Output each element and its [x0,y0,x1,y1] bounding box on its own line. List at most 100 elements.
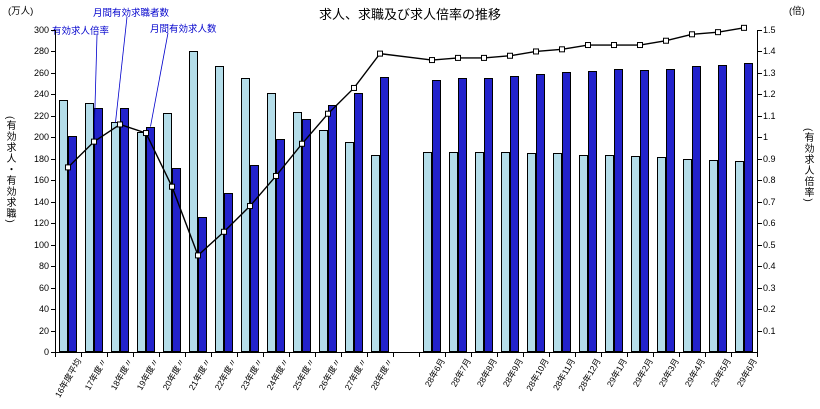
bar-seekers [683,158,692,352]
right-axis-tick-label: 0.3 [763,282,776,293]
x-axis-category-label: 29年3月 [656,356,681,389]
legend-label-ratio: 有効求人倍率 [52,26,110,37]
right-axis-tick-label: 0.6 [763,218,776,229]
x-axis-tick [237,353,238,357]
x-axis-category-label: 20年度〃 [160,356,187,392]
x-axis-category-label: 18年度〃 [108,356,135,392]
bar-offers [146,126,155,352]
x-axis-tick [159,353,160,357]
bar-offers [94,108,103,352]
x-axis-tick [575,353,576,357]
ratio-marker [429,57,435,64]
left-axis-tick [51,223,55,225]
left-axis-tick-label: 140 [33,196,49,207]
ratio-marker [455,54,461,61]
bar-offers [432,80,441,352]
bar-offers [302,119,311,352]
x-axis-category-label: 28年6月 [422,356,447,389]
ratio-marker [481,54,487,61]
left-axis-tick [51,115,55,117]
right-axis-tick [758,330,762,332]
x-axis-category-label: 28年度〃 [368,356,395,392]
x-axis-category-label: 28年8月 [474,356,499,389]
x-axis-tick [627,353,628,357]
bar-seekers [111,122,120,352]
right-axis-tick-label: 0.7 [763,196,776,207]
x-axis-tick [107,353,108,357]
ratio-marker [637,42,643,49]
bar-seekers [579,154,588,352]
legend-label-offers: 月間有効求人数 [150,24,217,35]
left-axis-tick [51,266,55,268]
bar-seekers [475,152,484,352]
left-axis-tick [51,309,55,311]
ratio-marker [533,48,539,55]
x-axis-category-label: 22年度〃 [212,356,239,392]
bar-offers [536,74,545,352]
x-axis-tick [211,353,212,357]
right-axis-tick [758,137,762,139]
bar-offers [120,108,129,352]
leader-line-seekers [115,16,128,123]
ratio-marker [351,84,357,91]
left-axis-tick-label: 80 [38,261,49,272]
x-axis [55,352,758,353]
x-axis-tick [133,353,134,357]
right-axis-tick [758,158,762,160]
y-axis-right [757,30,758,352]
bar-seekers [137,131,146,352]
bar-offers [692,66,701,352]
bar-offers [172,168,181,352]
x-axis-tick [523,353,524,357]
right-axis-tick [758,30,762,31]
right-axis-tick [758,244,762,246]
x-axis-category-label: 28年10月 [524,356,551,393]
left-axis-tick-label: 0 [43,347,49,357]
bar-seekers [709,159,718,352]
x-axis-tick [393,353,394,357]
bar-seekers [59,99,68,352]
bar-offers [666,68,675,352]
right-axis-tick-label: 0.4 [763,261,776,272]
left-axis-tick [51,180,55,182]
x-axis-tick [731,353,732,357]
ratio-marker [611,42,617,49]
ratio-marker [663,37,669,44]
bar-offers [68,136,77,352]
left-axis-tick-label: 220 [33,110,49,121]
x-axis-tick [757,353,758,357]
right-axis-tick-label: 1.1 [763,110,776,121]
bar-seekers [371,154,380,352]
x-axis-category-label: 27年度〃 [342,356,369,392]
x-axis-tick [705,353,706,357]
left-axis-tick [51,94,55,96]
right-axis-tick-label: 0.9 [763,153,776,164]
bar-seekers [85,102,94,352]
bar-seekers [735,160,744,352]
right-axis-tick [758,287,762,289]
x-axis-tick [445,353,446,357]
chart-title: 求人、求職及び求人倍率の推移 [318,7,501,22]
x-axis-category-label: 19年度〃 [134,356,161,392]
bar-seekers [189,51,198,352]
bar-seekers [267,93,276,352]
x-axis-tick [81,353,82,357]
x-axis-category-label: 29年4月 [682,356,707,389]
ratio-marker [377,50,383,57]
ratio-marker [559,46,565,53]
x-axis-category-label: 17年度〃 [82,356,109,392]
bar-seekers [527,153,536,352]
bar-offers [276,139,285,352]
bar-seekers [657,156,666,352]
x-axis-category-label: 29年2月 [630,356,655,389]
left-axis-tick-label: 120 [33,218,49,229]
bar-offers [354,93,363,352]
x-axis-tick [601,353,602,357]
bar-seekers [163,112,172,352]
x-axis-category-label: 21年度〃 [186,356,213,392]
x-axis-category-label: 25年度〃 [290,356,317,392]
bar-offers [562,71,571,352]
right-axis-tick [758,266,762,268]
right-axis-tick [758,309,762,311]
